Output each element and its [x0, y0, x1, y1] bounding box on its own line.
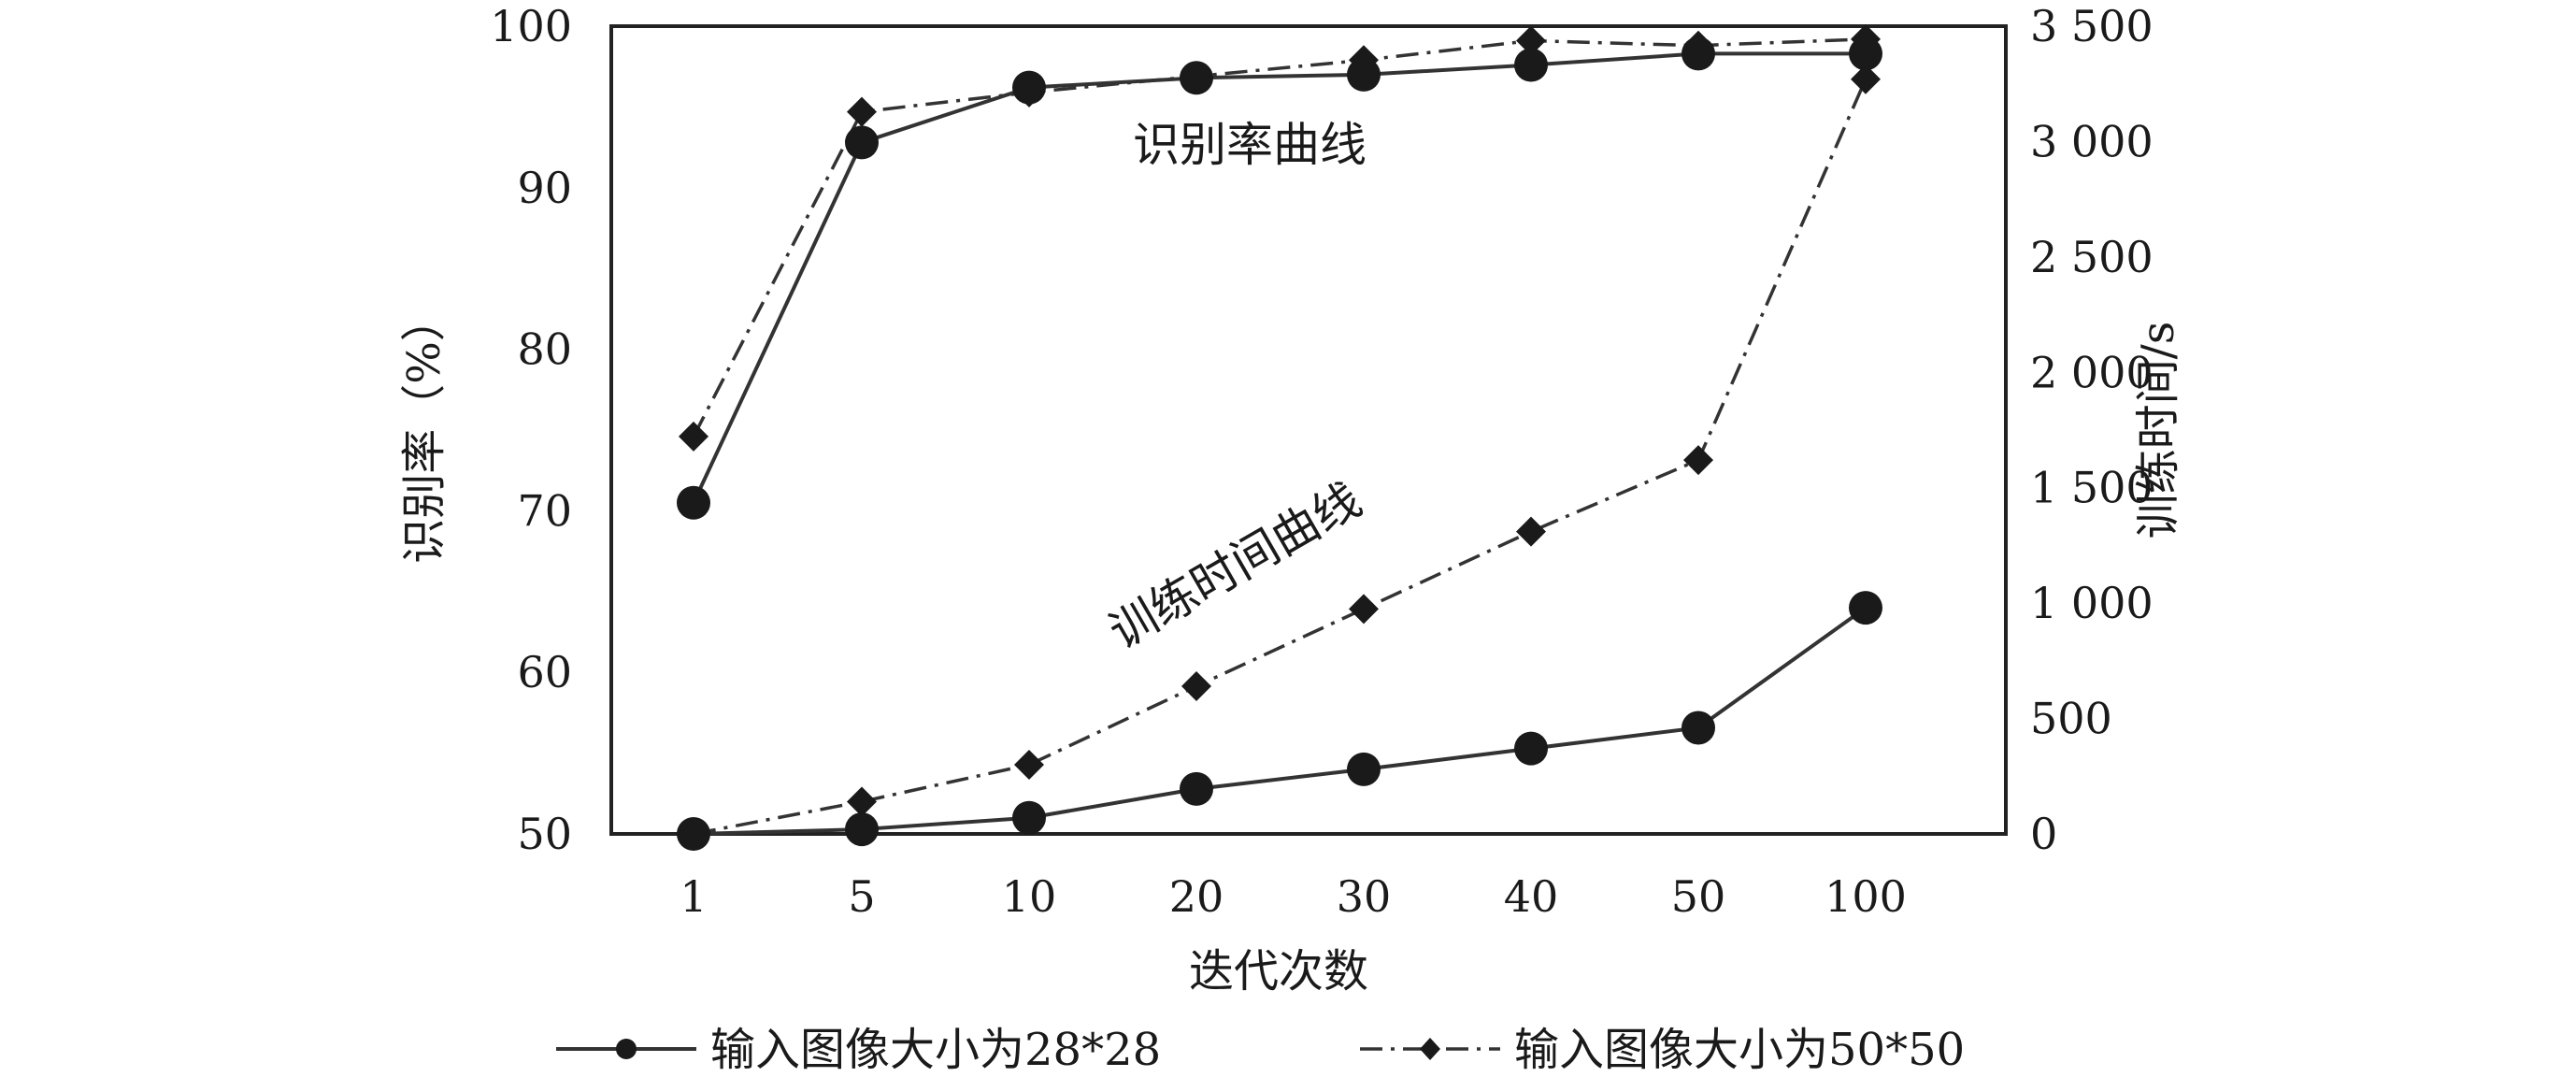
y-tick-label-right: 3 000 [2030, 116, 2154, 166]
series-line-rate-1 [692, 37, 1867, 438]
data-point-time-2 [1012, 800, 1046, 835]
x-tick-label: 30 [1337, 871, 1392, 922]
data-point-time-3 [1181, 671, 1211, 702]
data-point-rate-1 [1516, 25, 1546, 56]
series-line-rate-0 [692, 51, 1866, 504]
annotation-rate-curve: 识别率曲线 [1133, 118, 1367, 172]
data-point-rate-0 [845, 125, 879, 160]
data-point-time-2 [845, 812, 879, 847]
data-point-time-2 [1180, 771, 1213, 806]
series-layer [677, 23, 1882, 851]
y-tick-label-left: 80 [517, 324, 572, 375]
data-point-rate-1 [1851, 23, 1881, 54]
data-point-rate-0 [1514, 48, 1548, 82]
data-point-rate-1 [1349, 45, 1379, 76]
x-tick-label: 1 [680, 871, 707, 922]
data-point-time-2 [1849, 591, 1882, 625]
legend: 输入图像大小为28*28 输入图像大小为50*50 [556, 1024, 1965, 1076]
series-line-time-2 [693, 606, 1868, 836]
data-point-time-3 [1349, 594, 1379, 625]
legend-item-50: 输入图像大小为50*50 [1360, 1024, 1965, 1076]
x-tick-label: 10 [1002, 871, 1057, 922]
y-tick-label-right: 2 000 [2030, 347, 2154, 397]
x-tick-label: 20 [1169, 871, 1224, 922]
x-axis-title: 迭代次数 [1189, 945, 1368, 998]
data-point-rate-1 [1181, 61, 1211, 92]
data-point-time-3 [847, 786, 877, 817]
data-point-time-3 [679, 819, 708, 849]
legend-marker-50 [1420, 1038, 1440, 1060]
y-tick-label-left: 100 [490, 1, 572, 51]
legend-label-50: 输入图像大小为50*50 [1514, 1024, 1965, 1076]
y-tick-label-left: 60 [517, 647, 572, 697]
y-tick-label-left: 90 [517, 163, 572, 213]
y-tick-label-left: 70 [517, 485, 572, 536]
data-point-time-2 [1514, 731, 1548, 766]
data-point-time-2 [1347, 752, 1381, 786]
legend-marker-28 [616, 1039, 637, 1059]
x-tick-label: 5 [848, 871, 875, 922]
data-point-time-3 [1683, 445, 1713, 476]
data-point-rate-1 [1014, 77, 1044, 108]
y-tick-label-right: 0 [2030, 809, 2057, 859]
y-tick-label-right: 1 000 [2030, 578, 2154, 628]
y-tick-label-right: 3 500 [2030, 1, 2154, 51]
data-point-time-3 [1516, 516, 1546, 547]
series-line-time-3 [693, 79, 1868, 836]
y-axis-title-right: 训练时间/s [2132, 322, 2184, 539]
data-point-rate-1 [1683, 30, 1713, 61]
data-point-time-3 [1851, 64, 1881, 94]
x-tick-label: 40 [1504, 871, 1559, 922]
data-point-time-2 [1682, 711, 1715, 745]
data-point-time-3 [1014, 749, 1044, 780]
plot-frame [609, 24, 2008, 836]
data-point-rate-0 [677, 485, 710, 520]
data-point-rate-1 [679, 421, 708, 452]
y-tick-label-right: 500 [2030, 694, 2112, 744]
data-point-rate-1 [847, 96, 877, 127]
legend-item-28: 输入图像大小为28*28 [556, 1024, 1161, 1076]
y-tick-label-left: 50 [517, 809, 572, 859]
y-tick-label-right: 1 500 [2030, 463, 2154, 513]
y-axis-title-left: 识别率（%） [398, 296, 451, 564]
legend-label-28: 输入图像大小为28*28 [710, 1024, 1161, 1076]
x-tick-label: 50 [1671, 871, 1726, 922]
annotation-time-curve: 训练时间曲线 [1100, 472, 1370, 659]
y-tick-label-right: 2 500 [2030, 232, 2154, 282]
x-tick-label: 100 [1825, 871, 1907, 922]
